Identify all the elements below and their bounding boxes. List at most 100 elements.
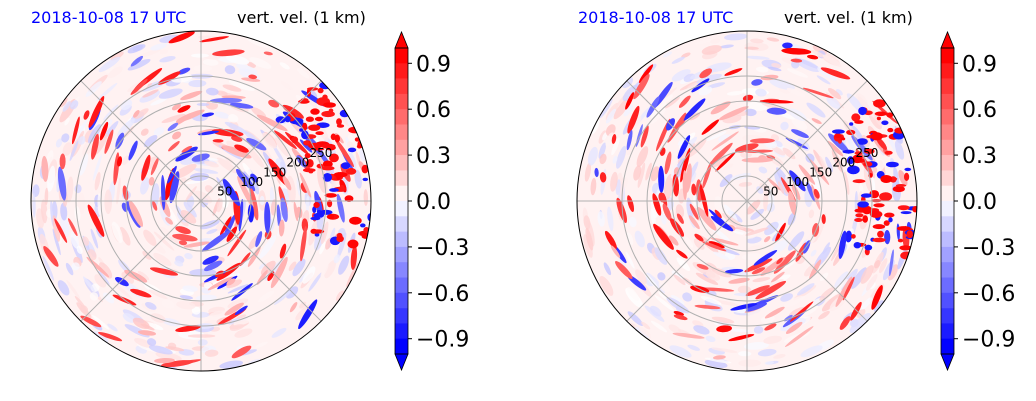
- field-texture-cell: [843, 171, 850, 195]
- field-texture-cell: [763, 191, 769, 212]
- radial-tick-label-200: 200: [832, 156, 855, 170]
- field-texture-cell: [634, 230, 645, 248]
- field-texture-cell: [743, 342, 769, 350]
- field-texture-cell: [706, 82, 726, 89]
- field-streak: [104, 129, 114, 154]
- field-texture-cell: [337, 232, 347, 258]
- field-texture-cell: [188, 79, 207, 88]
- field-texture-cell: [755, 66, 769, 73]
- field-texture-cell: [236, 314, 247, 319]
- field-texture-cell: [202, 58, 219, 66]
- panel-2-outer-frame: [576, 30, 918, 372]
- field-texture-cell: [348, 152, 357, 172]
- colorbar-level: [395, 78, 408, 95]
- field-streak: [68, 218, 78, 237]
- panel-1-date-title: 2018-10-08 17 UTC: [31, 8, 187, 27]
- field-streak: [207, 276, 233, 291]
- field-streak: [664, 151, 672, 175]
- field-texture-cell: [684, 236, 694, 248]
- field-texture-cell: [233, 315, 256, 326]
- field-texture-cell: [148, 345, 173, 355]
- field-texture-cell: [331, 177, 338, 198]
- convective-cell: [880, 175, 893, 183]
- field-streak: [168, 31, 195, 44]
- field-texture-cell: [718, 134, 732, 143]
- field-texture-cell: [99, 262, 113, 279]
- field-texture-cell: [47, 165, 56, 192]
- field-texture-cell: [661, 94, 673, 104]
- field-streak: [231, 135, 243, 142]
- field-streak: [876, 136, 887, 151]
- field-streak: [167, 165, 177, 184]
- field-texture-cell: [305, 195, 310, 214]
- colorbar-level: [941, 216, 954, 232]
- field-texture-cell: [191, 53, 209, 58]
- colorbar-tick-label: −0.6: [962, 282, 1015, 307]
- field-texture-cell: [140, 177, 150, 195]
- field-texture-cell: [720, 44, 734, 49]
- field-streak: [114, 276, 129, 287]
- field-texture-cell: [711, 316, 735, 324]
- field-texture-cell: [780, 293, 793, 302]
- field-texture-cell: [55, 138, 63, 148]
- field-texture-cell: [711, 347, 738, 353]
- field-texture-cell: [626, 144, 633, 156]
- convective-cell: [860, 193, 872, 198]
- field-streak: [682, 170, 688, 201]
- convective-cell: [345, 168, 357, 175]
- field-texture-cell: [894, 140, 905, 160]
- colorbar-level: [941, 231, 954, 248]
- convective-cell: [855, 213, 864, 218]
- convective-cell: [912, 206, 917, 213]
- field-streak: [626, 130, 633, 151]
- field-texture-cell: [242, 162, 253, 178]
- field-streak: [610, 245, 621, 258]
- field-texture-cell: [758, 166, 768, 174]
- convective-cell: [362, 177, 369, 182]
- field-texture-cell: [137, 270, 150, 281]
- convective-cell: [873, 203, 885, 208]
- field-texture-cell: [62, 101, 71, 112]
- field-streak: [767, 178, 781, 191]
- field-texture-cell: [193, 168, 219, 174]
- field-texture-cell: [166, 205, 180, 228]
- field-texture-cell: [71, 262, 80, 271]
- field-streak: [237, 176, 254, 208]
- field-texture-cell: [769, 78, 795, 91]
- field-streak: [710, 237, 739, 246]
- radial-tick-label-50: 50: [217, 184, 232, 198]
- field-texture-cell: [623, 177, 628, 188]
- field-texture-cell: [132, 317, 150, 330]
- field-streak: [898, 170, 908, 186]
- field-texture-cell: [320, 264, 329, 278]
- field-texture-cell: [723, 204, 738, 223]
- field-streak: [701, 119, 720, 135]
- convective-cell: [313, 202, 320, 208]
- field-streak: [212, 139, 224, 143]
- field-streak: [246, 137, 267, 151]
- panel-2-date-title: 2018-10-08 17 UTC: [578, 8, 734, 27]
- field-texture-cell: [635, 269, 647, 284]
- field-texture-cell: [773, 354, 786, 359]
- field-texture-cell: [694, 38, 716, 45]
- field-texture-cell: [706, 131, 727, 141]
- field-texture-cell: [584, 162, 592, 182]
- convective-cell: [302, 122, 308, 131]
- convective-cell: [329, 153, 339, 163]
- field-texture-cell: [122, 155, 130, 165]
- field-texture-cell: [664, 96, 680, 109]
- colorbar-level: [395, 308, 408, 324]
- field-streak: [83, 110, 90, 120]
- field-streak: [835, 276, 853, 308]
- grid-spoke-315: [200, 80, 322, 202]
- convective-cell: [313, 212, 325, 218]
- field-texture-cell: [598, 142, 607, 159]
- convective-cell: [863, 161, 873, 167]
- field-texture-cell: [140, 128, 149, 136]
- field-texture-cell: [159, 49, 169, 55]
- convective-cell: [856, 138, 868, 145]
- field-texture-cell: [104, 120, 119, 139]
- field-texture-cell: [228, 114, 239, 123]
- colorbar-level: [941, 155, 954, 171]
- field-streak: [676, 213, 684, 224]
